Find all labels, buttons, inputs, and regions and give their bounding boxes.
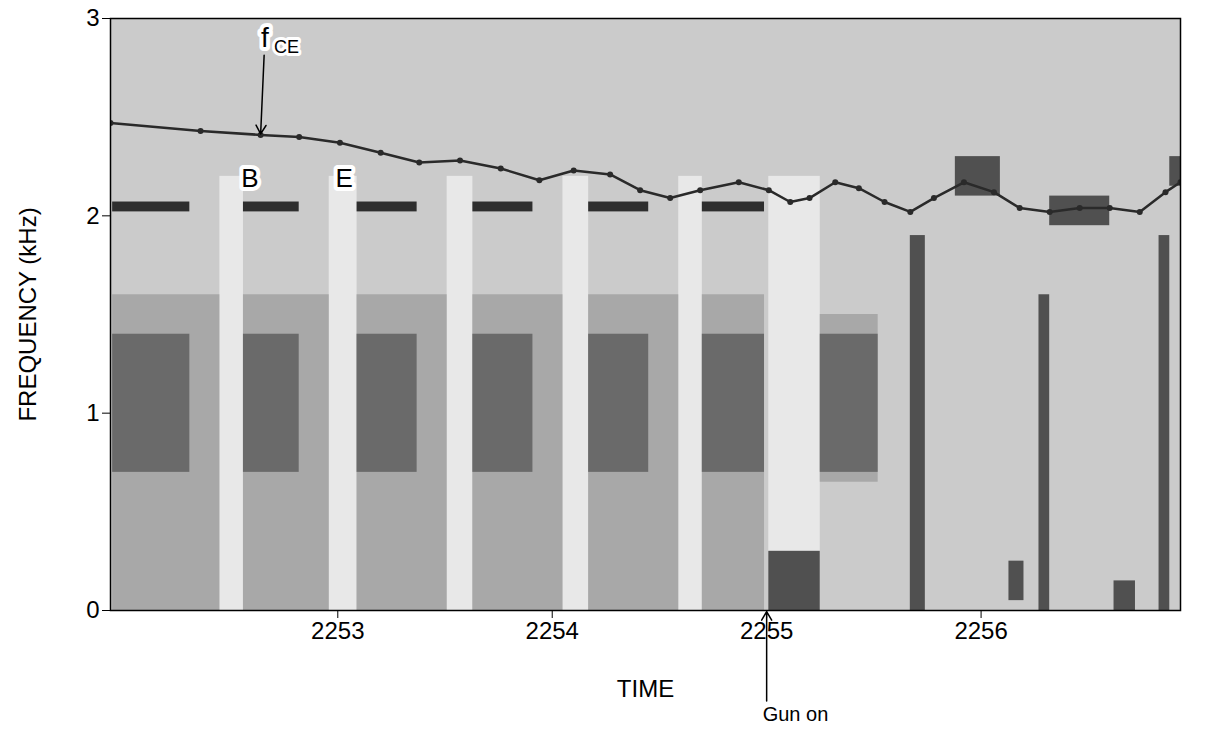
svg-text:E: E [336, 163, 353, 193]
svg-text:2253: 2253 [311, 617, 364, 644]
svg-text:2255: 2255 [740, 616, 794, 644]
svg-text:f: f [261, 22, 269, 53]
svg-text:TIME: TIME [617, 675, 674, 702]
svg-text:1: 1 [86, 399, 99, 426]
svg-text:3: 3 [86, 4, 99, 31]
svg-text:CE: CE [274, 37, 299, 57]
svg-text:B: B [241, 163, 258, 193]
svg-text:Gun on: Gun on [763, 703, 829, 725]
svg-text:2254: 2254 [526, 617, 579, 644]
svg-text:FREQUENCY (kHz): FREQUENCY (kHz) [14, 207, 41, 421]
svg-text:2: 2 [86, 202, 99, 229]
svg-text:2256: 2256 [954, 617, 1007, 644]
svg-text:0: 0 [86, 596, 99, 623]
